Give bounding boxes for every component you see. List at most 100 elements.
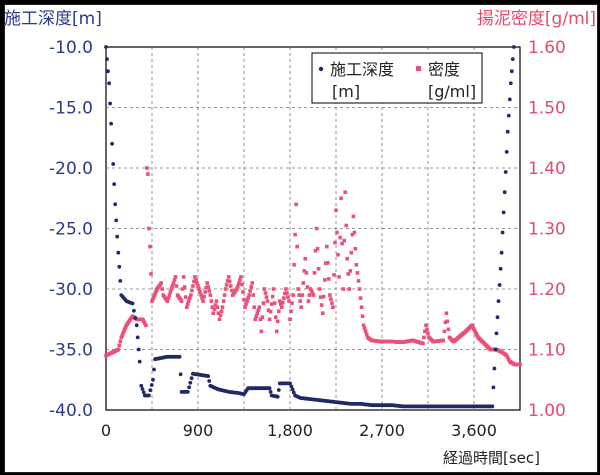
density-point bbox=[318, 295, 323, 299]
density-point bbox=[320, 311, 325, 315]
density-point bbox=[337, 275, 341, 279]
density-point bbox=[248, 289, 252, 293]
depth-point bbox=[147, 393, 151, 398]
density-point bbox=[286, 295, 290, 299]
density-point bbox=[355, 271, 360, 275]
depth-point bbox=[109, 121, 113, 126]
density-point bbox=[235, 287, 239, 291]
density-point bbox=[165, 299, 170, 303]
depth-point bbox=[500, 230, 505, 235]
density-point bbox=[279, 302, 283, 306]
x-tick-label: 1,800 bbox=[267, 421, 313, 440]
density-point bbox=[332, 273, 336, 277]
density-point bbox=[311, 293, 316, 297]
depth-point bbox=[111, 162, 116, 166]
density-point bbox=[172, 278, 177, 282]
legend-density-label: 密度 bbox=[428, 60, 460, 79]
density-point bbox=[357, 287, 362, 291]
density-point bbox=[348, 269, 353, 273]
density-point bbox=[271, 287, 276, 291]
right-tick-label: 1.60 bbox=[528, 38, 566, 58]
density-point bbox=[255, 311, 260, 315]
density-point bbox=[296, 287, 300, 291]
density-point bbox=[256, 308, 261, 312]
density-point bbox=[306, 299, 311, 303]
density-point bbox=[215, 305, 220, 309]
density-point bbox=[426, 331, 430, 336]
depth-point bbox=[141, 390, 146, 395]
density-point bbox=[122, 327, 127, 332]
density-point bbox=[280, 305, 284, 309]
depth-point bbox=[115, 234, 120, 239]
density-point bbox=[197, 287, 201, 291]
density-point bbox=[326, 261, 330, 265]
density-point bbox=[287, 299, 291, 303]
depth-point bbox=[116, 250, 121, 255]
depth-point bbox=[137, 359, 142, 364]
density-point bbox=[145, 166, 149, 170]
density-point bbox=[261, 301, 266, 305]
density-point bbox=[220, 305, 225, 309]
density-point bbox=[224, 283, 229, 287]
density-point bbox=[121, 331, 125, 336]
density-point bbox=[301, 281, 306, 285]
density-point bbox=[422, 335, 426, 340]
depth-point bbox=[112, 182, 117, 187]
density-point bbox=[196, 284, 200, 288]
density-point bbox=[351, 214, 356, 219]
depth-point bbox=[512, 45, 516, 49]
density-point bbox=[341, 287, 345, 291]
density-point bbox=[283, 291, 287, 296]
density-point bbox=[166, 296, 171, 300]
depth-point bbox=[276, 388, 281, 392]
left-tick-label: -25.0 bbox=[49, 220, 93, 240]
left-tick-label: -10.0 bbox=[49, 38, 93, 58]
depth-point bbox=[499, 250, 504, 255]
density-point bbox=[297, 293, 301, 297]
grid-lines bbox=[106, 47, 520, 410]
density-point bbox=[116, 347, 121, 352]
density-point bbox=[274, 329, 279, 334]
density-point bbox=[303, 256, 308, 261]
density-point bbox=[194, 278, 198, 282]
density-point bbox=[192, 279, 196, 284]
depth-point bbox=[108, 101, 112, 106]
density-point bbox=[304, 271, 309, 275]
density-point bbox=[202, 294, 206, 299]
depth-point bbox=[178, 372, 183, 377]
density-point bbox=[321, 294, 326, 299]
density-point bbox=[264, 295, 269, 299]
depth-point bbox=[495, 315, 500, 320]
depth-point bbox=[494, 331, 499, 336]
density-point bbox=[148, 244, 152, 249]
density-point bbox=[183, 295, 188, 299]
depth-point bbox=[490, 404, 495, 409]
density-point bbox=[302, 269, 307, 273]
density-point bbox=[331, 305, 335, 309]
depth-point bbox=[491, 385, 496, 390]
density-point bbox=[352, 230, 357, 235]
density-point bbox=[204, 285, 208, 290]
depth-point bbox=[117, 264, 122, 269]
density-point bbox=[247, 293, 251, 297]
density-point bbox=[160, 287, 164, 291]
density-point bbox=[344, 223, 348, 228]
density-point bbox=[350, 232, 355, 237]
density-point bbox=[260, 315, 265, 319]
density-point bbox=[293, 232, 297, 237]
density-point bbox=[358, 296, 363, 300]
density-point bbox=[180, 287, 185, 291]
density-point bbox=[340, 241, 344, 246]
density-point bbox=[442, 329, 447, 334]
density-point bbox=[146, 172, 150, 176]
density-point bbox=[151, 297, 155, 301]
density-point bbox=[518, 362, 522, 367]
depth-point bbox=[267, 386, 272, 391]
depth-point bbox=[139, 383, 144, 388]
depth-point bbox=[510, 57, 515, 61]
depth-point bbox=[107, 81, 111, 86]
density-point bbox=[269, 302, 274, 306]
density-point bbox=[324, 261, 328, 266]
density-point bbox=[346, 272, 351, 276]
density-point bbox=[305, 285, 310, 289]
